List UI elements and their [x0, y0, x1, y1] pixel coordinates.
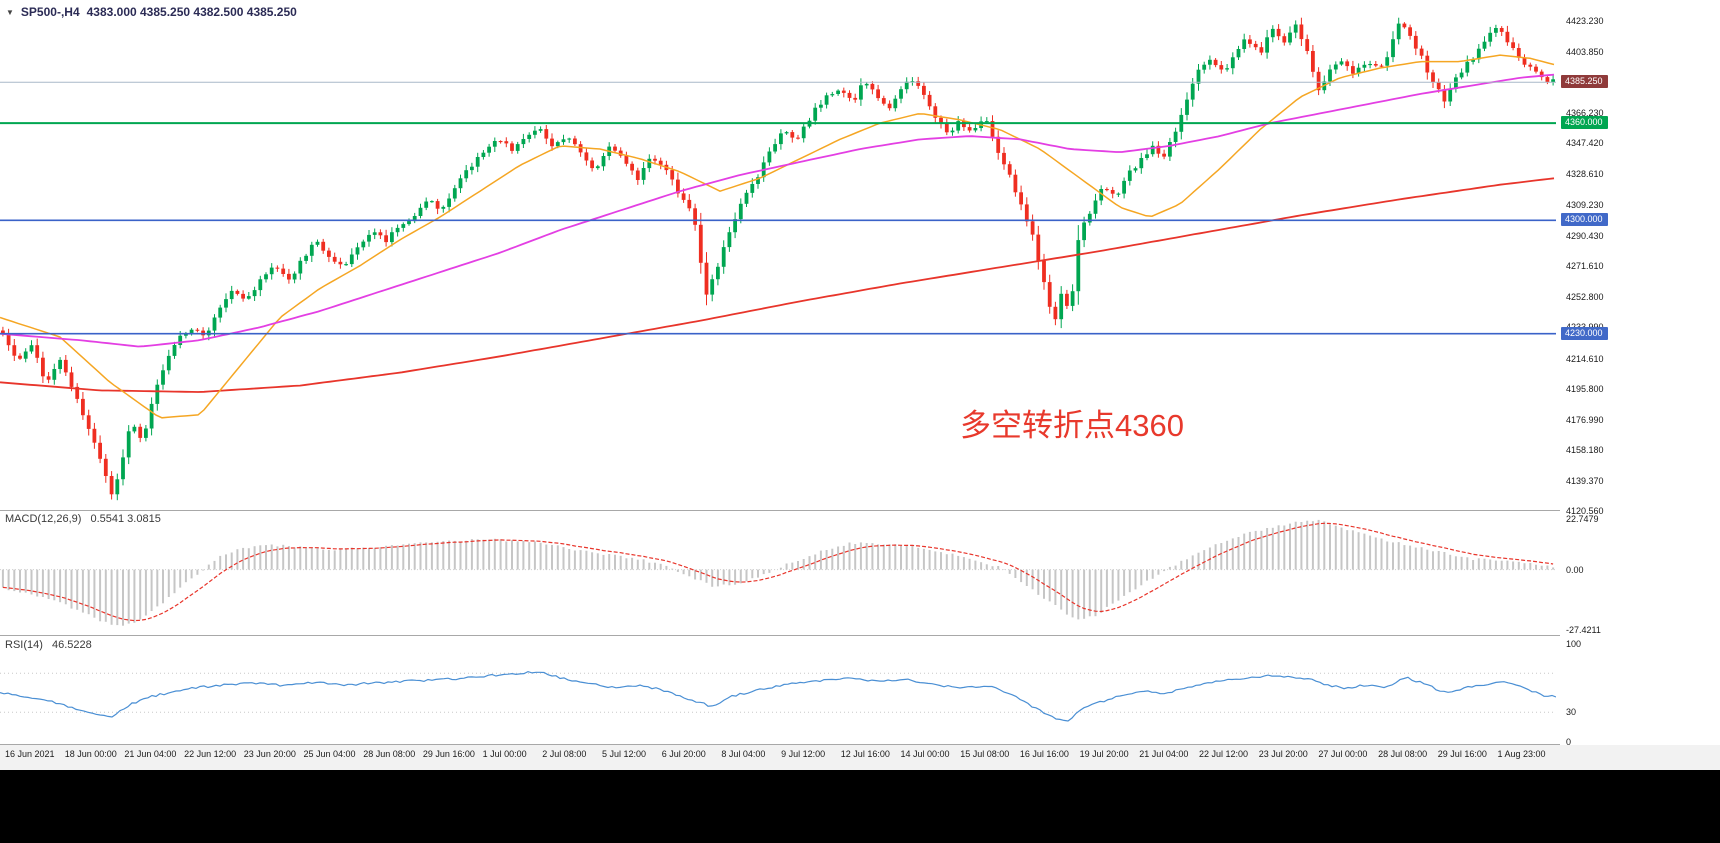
time-label: 2 Jul 08:00 — [542, 749, 587, 759]
axis-tick-label: 4176.990 — [1566, 414, 1604, 425]
rsi-line — [0, 670, 1556, 722]
time-label: 21 Jul 04:00 — [1139, 749, 1189, 759]
axis-tick-label: 4328.610 — [1566, 168, 1604, 179]
axis-tick-label: 22.7479 — [1566, 514, 1599, 525]
rsi-indicator-label: RSI(14) 46.5228 — [5, 639, 98, 651]
time-label: 18 Jun 00:00 — [64, 749, 117, 759]
time-label: 1 Jul 00:00 — [482, 749, 527, 759]
ma-mid-line[interactable] — [0, 73, 1555, 348]
chart-header: ▼ SP500-,H4 4383.000 4385.250 4382.500 4… — [6, 5, 297, 19]
candles-layer — [1, 17, 1555, 501]
rsi-name: RSI(14) — [5, 639, 43, 651]
time-label: 21 Jun 04:00 — [124, 749, 177, 759]
price-tag-4385.250: 4385.250 — [1561, 75, 1608, 89]
time-label: 28 Jul 08:00 — [1378, 749, 1428, 759]
axis-tick-label: 4403.850 — [1566, 47, 1604, 58]
time-label: 6 Jul 20:00 — [661, 749, 706, 759]
time-label: 23 Jul 20:00 — [1258, 749, 1308, 759]
macd-name: MACD(12,26,9) — [5, 513, 82, 525]
time-label: 27 Jul 00:00 — [1318, 749, 1368, 759]
axis-tick-label: 4139.370 — [1566, 475, 1604, 486]
axis-tick-label: 100 — [1566, 639, 1582, 649]
time-label: 1 Aug 23:00 — [1497, 749, 1546, 759]
time-label: 22 Jun 12:00 — [184, 749, 237, 759]
time-label: 29 Jul 16:00 — [1437, 749, 1487, 759]
time-label: 23 Jun 20:00 — [243, 749, 296, 759]
bottom-black-bar — [0, 770, 1720, 843]
time-label: 16 Jun 2021 — [5, 749, 55, 759]
axis-tick-label: 4423.230 — [1566, 15, 1604, 26]
rsi-layer — [0, 670, 1556, 722]
axis-tick-label: 4120.560 — [1566, 506, 1604, 516]
macd-indicator-label: MACD(12,26,9) 0.5541 3.0815 — [5, 513, 167, 525]
axis-tick-label: 4366.230 — [1566, 108, 1604, 119]
time-label: 16 Jul 16:00 — [1019, 749, 1069, 759]
axis-tick-label: 4252.800 — [1566, 291, 1604, 302]
time-label: 25 Jun 04:00 — [303, 749, 356, 759]
time-label: 14 Jul 00:00 — [900, 749, 950, 759]
chart-annotation[interactable]: 多空转折点4360 — [960, 408, 1184, 443]
axis-tick-label: 4158.180 — [1566, 445, 1604, 456]
macd-histogram-layer — [0, 519, 1556, 626]
axis-tick-label: 4290.430 — [1566, 230, 1604, 241]
time-label: 8 Jul 04:00 — [721, 749, 766, 759]
macd-signal-line — [2, 522, 1554, 622]
axis-tick-label: 4271.610 — [1566, 261, 1604, 272]
axis-tick-label: -27.4211 — [1566, 624, 1601, 635]
rsi-value: 46.5228 — [51, 639, 92, 651]
ma-slow-line[interactable] — [0, 177, 1555, 393]
time-label: 15 Jul 08:00 — [960, 749, 1010, 759]
time-label: 5 Jul 12:00 — [602, 749, 647, 759]
time-label: 9 Jul 12:00 — [781, 749, 826, 759]
axis-tick-label: 0 — [1566, 736, 1572, 747]
time-label: 28 Jun 08:00 — [363, 749, 416, 759]
axis-tick-label: 0.00 — [1566, 564, 1584, 575]
axis-tick-label: 4195.800 — [1566, 384, 1604, 395]
ma-fast-line[interactable] — [0, 54, 1555, 419]
time-label: 29 Jun 16:00 — [422, 749, 475, 759]
time-label: 22 Jul 12:00 — [1199, 749, 1249, 759]
time-label: 12 Jul 16:00 — [840, 749, 890, 759]
collapse-triangle-icon[interactable]: ▼ — [6, 7, 14, 17]
axis-tick-label: 30 — [1566, 707, 1577, 718]
price-tag-4300.000: 4300.000 — [1561, 213, 1608, 227]
price-axis[interactable]: 4423.230 4403.850 4366.230 4347.420 4328.610… — [1560, 0, 1720, 747]
price-tag-4230.000: 4230.000 — [1561, 326, 1608, 340]
macd-values: 0.5541 3.0815 — [90, 513, 161, 525]
time-axis[interactable]: 16 Jun 2021 18 Jun 00:00 21 Jun 04:00 22 Ju… — [0, 745, 1720, 770]
axis-tick-label: 4214.610 — [1566, 353, 1604, 364]
chart-canvas[interactable] — [0, 0, 1720, 745]
axis-tick-label: 4309.230 — [1566, 200, 1604, 211]
axis-tick-label: 4347.420 — [1566, 138, 1604, 149]
symbol-timeframe-label: SP500-,H4 — [20, 5, 80, 19]
price-tag-4360.000: 4360.000 — [1561, 116, 1608, 130]
time-label: 19 Jul 20:00 — [1079, 749, 1129, 759]
ohlc-values-label: 4383.000 4385.250 4382.500 4385.250 — [86, 5, 297, 19]
